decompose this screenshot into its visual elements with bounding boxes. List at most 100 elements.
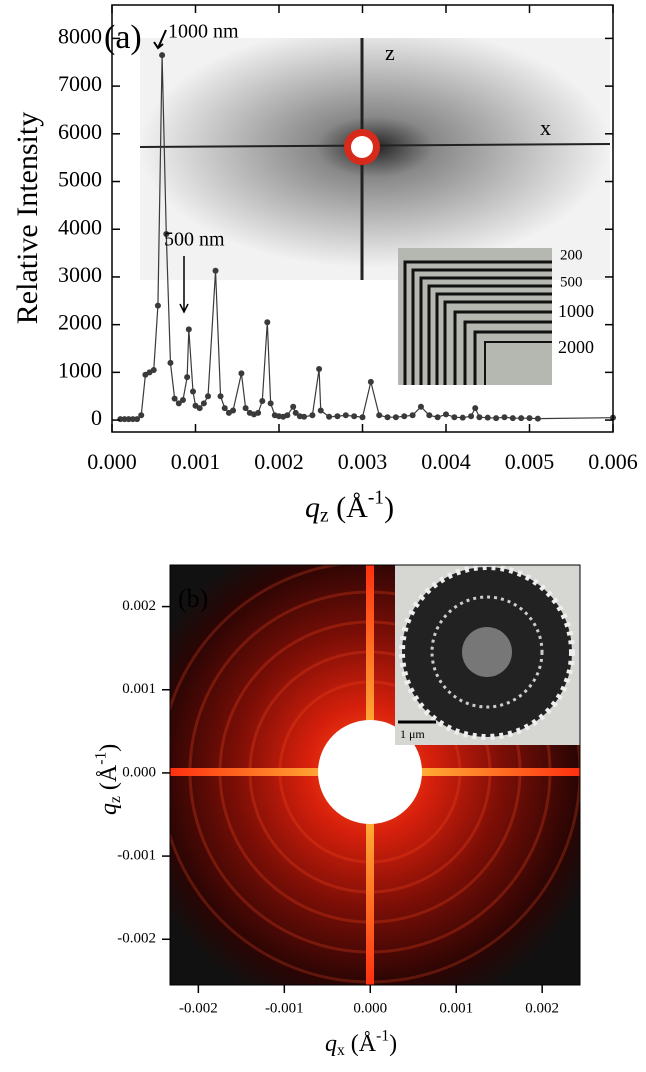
annotation: (b) [178, 584, 208, 613]
y-tick-label: 0.001 [122, 681, 156, 697]
y-tick-label: 1000 [58, 357, 102, 382]
y-tick-label: -0.001 [117, 848, 156, 864]
data-point [351, 413, 358, 420]
data-point [384, 414, 391, 421]
data-point [526, 415, 533, 422]
y-tick-label: 0.002 [122, 598, 156, 614]
x-tick-label: -0.001 [265, 1000, 304, 1016]
data-point [121, 416, 128, 423]
data-point [459, 414, 466, 421]
axis-label-part: -1 [368, 488, 384, 509]
data-point [196, 405, 203, 412]
annotation: z [385, 40, 395, 65]
annotation-arrow [179, 256, 189, 314]
x-tick-label: 0.001 [171, 449, 221, 474]
y-tick-label: 4000 [58, 214, 102, 239]
data-point [284, 412, 291, 419]
data-point [255, 409, 262, 416]
data-point [212, 267, 219, 274]
data-point [476, 414, 483, 421]
data-point [184, 374, 191, 381]
annotation: 500 nm [164, 229, 225, 251]
axis-label: qx (Å-1) [325, 1027, 397, 1058]
data-point [409, 412, 416, 419]
axis-label-part: q [305, 491, 320, 524]
annotation: (a) [104, 19, 142, 56]
data-point [342, 412, 349, 419]
y-tick-label: 0 [91, 405, 102, 430]
data-point [150, 366, 157, 373]
x-tick-label: 0.002 [254, 449, 304, 474]
data-point [154, 302, 161, 309]
data-point [392, 414, 399, 421]
data-point [367, 378, 374, 385]
data-point [468, 413, 475, 420]
data-point [217, 393, 224, 400]
y-tick-label: 7000 [58, 71, 102, 96]
data-point [238, 370, 245, 377]
data-point [493, 415, 500, 422]
annotation: 2000 [558, 337, 594, 357]
data-point [472, 405, 479, 412]
annotation: 200 [560, 247, 583, 263]
axis-label-part: -1 [376, 1027, 389, 1044]
axis-label-part: (Å [329, 491, 368, 524]
data-point [205, 393, 212, 400]
data-point [443, 411, 449, 418]
x-tick-label: 0.006 [588, 449, 638, 474]
data-point [484, 414, 491, 421]
data-point [185, 326, 192, 333]
axis-label: qz (Å-1) [92, 744, 123, 815]
data-point [317, 407, 324, 414]
axis-label-part: q [325, 1031, 337, 1057]
data-point [359, 414, 366, 421]
annotation: 1 μm [400, 727, 425, 741]
annotation-arrow [153, 29, 167, 50]
data-point [292, 409, 299, 416]
data-point [125, 416, 132, 423]
x-tick-label: 0.005 [505, 449, 555, 474]
data-point [326, 413, 333, 420]
data-point [290, 403, 297, 410]
data-point [134, 416, 141, 423]
y-tick-label: -0.002 [117, 931, 156, 947]
axis-label: Relative Intensity [11, 112, 44, 324]
axis-label-part: x [337, 1042, 345, 1059]
axis-label: qz (Å-1) [305, 488, 394, 527]
data-point [171, 395, 178, 402]
axis-label-part: q [96, 803, 122, 815]
data-point [200, 400, 207, 407]
axis-label-part: (Å [96, 764, 122, 796]
data-point [426, 412, 433, 419]
data-point [434, 414, 441, 421]
axis-label-part: z [320, 506, 329, 527]
data-point [518, 415, 525, 422]
annotation: x [540, 115, 551, 140]
x-tick-label: 0.001 [439, 1000, 473, 1016]
data-point [129, 416, 136, 423]
y-tick-label: 5000 [58, 167, 102, 192]
axis-label-part: ) [384, 491, 394, 524]
x-tick-label: 0.004 [421, 449, 471, 474]
data-point [417, 403, 424, 410]
annotation: 1000 [558, 301, 594, 321]
annotation: 1000 nm [168, 21, 239, 43]
data-point [230, 407, 237, 414]
data-point [242, 405, 249, 412]
x-tick-label: 0.003 [338, 449, 388, 474]
data-point [267, 400, 274, 407]
data-point [159, 52, 166, 59]
data-point [509, 415, 516, 422]
plot-frame [169, 564, 581, 986]
data-point [334, 413, 341, 420]
data-point [179, 397, 186, 404]
data-point [138, 412, 145, 419]
axis-label-part: ) [389, 1031, 397, 1057]
data-point [189, 388, 196, 395]
inset-test-pattern [398, 248, 552, 385]
data-point [264, 319, 271, 326]
x-tick-label: 0.000 [87, 449, 137, 474]
y-tick-label: 6000 [58, 119, 102, 144]
y-tick-label: 0.000 [122, 764, 156, 780]
